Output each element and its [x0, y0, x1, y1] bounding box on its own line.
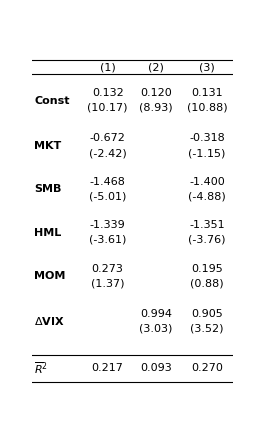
- Text: Const: Const: [34, 95, 70, 105]
- Text: (-2.42): (-2.42): [89, 148, 127, 158]
- Text: MKT: MKT: [34, 141, 62, 151]
- Text: (1): (1): [100, 62, 116, 72]
- Text: $\Delta$VIX: $\Delta$VIX: [34, 315, 65, 327]
- Text: (10.88): (10.88): [187, 103, 227, 113]
- Text: 0.093: 0.093: [140, 363, 172, 373]
- Text: (3.52): (3.52): [190, 323, 224, 333]
- Text: -0.672: -0.672: [90, 133, 126, 143]
- Text: 0.270: 0.270: [191, 363, 223, 373]
- Text: 0.120: 0.120: [140, 88, 172, 98]
- Text: (3.03): (3.03): [139, 323, 172, 333]
- Text: (-1.15): (-1.15): [188, 148, 226, 158]
- Text: $\overline{R}^2$: $\overline{R}^2$: [34, 360, 48, 376]
- Text: (10.17): (10.17): [87, 103, 128, 113]
- Text: 0.195: 0.195: [191, 263, 223, 273]
- Text: (-5.01): (-5.01): [89, 191, 126, 201]
- Text: SMB: SMB: [34, 184, 62, 194]
- Text: (-3.61): (-3.61): [89, 235, 126, 245]
- Text: 0.273: 0.273: [92, 263, 124, 273]
- Text: 0.994: 0.994: [140, 309, 172, 319]
- Text: 0.132: 0.132: [92, 88, 124, 98]
- Text: (8.93): (8.93): [139, 103, 173, 113]
- Text: -1.351: -1.351: [189, 220, 225, 230]
- Text: -1.339: -1.339: [90, 220, 126, 230]
- Text: -0.318: -0.318: [189, 133, 225, 143]
- Text: (1.37): (1.37): [91, 278, 124, 288]
- Text: 0.217: 0.217: [92, 363, 124, 373]
- Text: (2): (2): [148, 62, 164, 72]
- Text: MOM: MOM: [34, 271, 66, 281]
- Text: (3): (3): [199, 62, 215, 72]
- Text: 0.905: 0.905: [191, 309, 223, 319]
- Text: (-3.76): (-3.76): [188, 235, 226, 245]
- Text: -1.468: -1.468: [90, 177, 126, 187]
- Text: (-4.88): (-4.88): [188, 191, 226, 201]
- Text: -1.400: -1.400: [189, 177, 225, 187]
- Text: 0.131: 0.131: [191, 88, 223, 98]
- Text: (0.88): (0.88): [190, 278, 224, 288]
- Text: HML: HML: [34, 227, 62, 237]
